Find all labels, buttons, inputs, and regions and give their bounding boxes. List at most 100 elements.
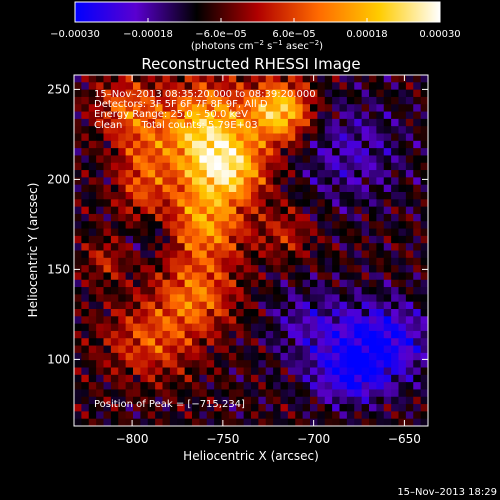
heatmap-cell: [162, 316, 171, 325]
heatmap-cell: [317, 155, 326, 164]
heatmap-cell: [420, 162, 428, 171]
heatmap-cell: [405, 294, 414, 303]
heatmap-cell: [125, 287, 134, 295]
heatmap-cell: [339, 294, 348, 303]
heatmap-cell: [199, 243, 208, 252]
heatmap-cell: [332, 133, 341, 142]
heatmap-cell: [273, 316, 282, 325]
heatmap-cell: [391, 272, 400, 281]
heatmap-cell: [169, 111, 178, 120]
heatmap-cell: [332, 301, 341, 310]
heatmap-cell: [310, 272, 318, 281]
heatmap-cell: [295, 279, 304, 288]
heatmap-cell: [317, 323, 326, 332]
heatmap-cell: [258, 221, 267, 230]
heatmap-cell: [251, 316, 259, 325]
heatmap-cell: [324, 338, 333, 347]
heatmap-cell: [258, 192, 267, 200]
heatmap-cell: [383, 272, 392, 281]
heatmap-cell: [133, 170, 141, 178]
heatmap-cell: [221, 389, 230, 398]
heatmap-cell: [251, 411, 259, 420]
heatmap-cell: [339, 352, 348, 361]
heatmap-cell: [243, 228, 252, 237]
heatmap-cell: [346, 382, 355, 391]
heatmap-cell: [295, 177, 304, 186]
heatmap-cell: [103, 323, 112, 332]
heatmap-cell: [398, 272, 407, 281]
heatmap-cell: [287, 338, 296, 347]
heatmap-cell: [324, 411, 333, 420]
heatmap-cell: [177, 221, 186, 230]
heatmap-cell: [265, 404, 274, 412]
heatmap-cell: [280, 279, 289, 288]
heatmap-cell: [310, 118, 318, 127]
heatmap-cell: [280, 170, 289, 178]
heatmap-cell: [295, 111, 304, 120]
heatmap-cell: [192, 265, 200, 274]
heatmap-cell: [133, 367, 141, 376]
heatmap-cell: [413, 140, 422, 149]
heatmap-cell: [295, 411, 304, 420]
heatmap-cell: [339, 75, 348, 83]
heatmap-cell: [103, 140, 112, 149]
heatmap-cell: [228, 323, 237, 332]
heatmap-cell: [177, 199, 186, 208]
heatmap-cell: [96, 213, 105, 222]
heatmap-cell: [324, 140, 333, 149]
heatmap-cell: [199, 75, 208, 83]
heatmap-cell: [140, 257, 149, 266]
heatmap-cell: [251, 309, 259, 317]
heatmap-cell: [110, 221, 119, 230]
heatmap-cell: [236, 279, 245, 288]
heatmap-cell: [214, 257, 223, 266]
heatmap-cell: [236, 257, 245, 266]
heatmap-cell: [147, 221, 156, 230]
heatmap-cell: [391, 118, 400, 127]
heatmap-cell: [81, 352, 90, 361]
heatmap-cell: [383, 155, 392, 164]
heatmap-cell: [251, 265, 259, 274]
heatmap-cell: [391, 140, 400, 149]
heatmap-cell: [96, 126, 105, 135]
heatmap-cell: [361, 155, 370, 164]
heatmap-cell: [110, 206, 119, 215]
heatmap-cell: [273, 75, 282, 83]
colorbar-ticks: −0.00030 −0.00018 −6.0e−05 6.0e−05 0.00018 0.…: [50, 18, 461, 40]
heatmap-cell: [332, 104, 341, 113]
heatmap-cell: [251, 257, 259, 266]
heatmap-cell: [118, 272, 127, 281]
heatmap-cell: [317, 309, 326, 317]
heatmap-cell: [405, 360, 414, 369]
heatmap-cell: [88, 265, 97, 274]
heatmap-cell: [346, 82, 355, 91]
heatmap-cell: [339, 235, 348, 244]
heatmap-cell: [251, 352, 259, 361]
heatmap-cell: [280, 162, 289, 171]
heatmap-cell: [383, 411, 392, 420]
heatmap-cell: [206, 96, 215, 105]
heatmap-cell: [133, 330, 141, 339]
heatmap-cell: [214, 272, 223, 281]
heatmap-cell: [221, 411, 230, 420]
heatmap-cell: [88, 389, 97, 398]
heatmap-cell: [192, 89, 200, 98]
heatmap-cell: [214, 389, 223, 398]
heatmap-cell: [184, 184, 193, 193]
heatmap-cell: [88, 367, 97, 376]
heatmap-cell: [103, 133, 112, 142]
heatmap-cell: [199, 389, 208, 398]
heatmap-cell: [155, 272, 164, 281]
heatmap-cell: [103, 118, 112, 127]
heatmap-cell: [265, 89, 274, 98]
heatmap-cell: [214, 148, 223, 157]
heatmap-cell: [346, 213, 355, 222]
heatmap-cell: [177, 279, 186, 288]
heatmap-cell: [251, 287, 259, 295]
heatmap-cell: [110, 257, 119, 266]
heatmap-cell: [295, 360, 304, 369]
heatmap-cell: [405, 287, 414, 295]
heatmap-cell: [88, 75, 97, 83]
annotation-block: 15–Nov–2013 08:35:20.000 to 08:39:20.000…: [94, 89, 316, 410]
heatmap-cell: [295, 301, 304, 310]
